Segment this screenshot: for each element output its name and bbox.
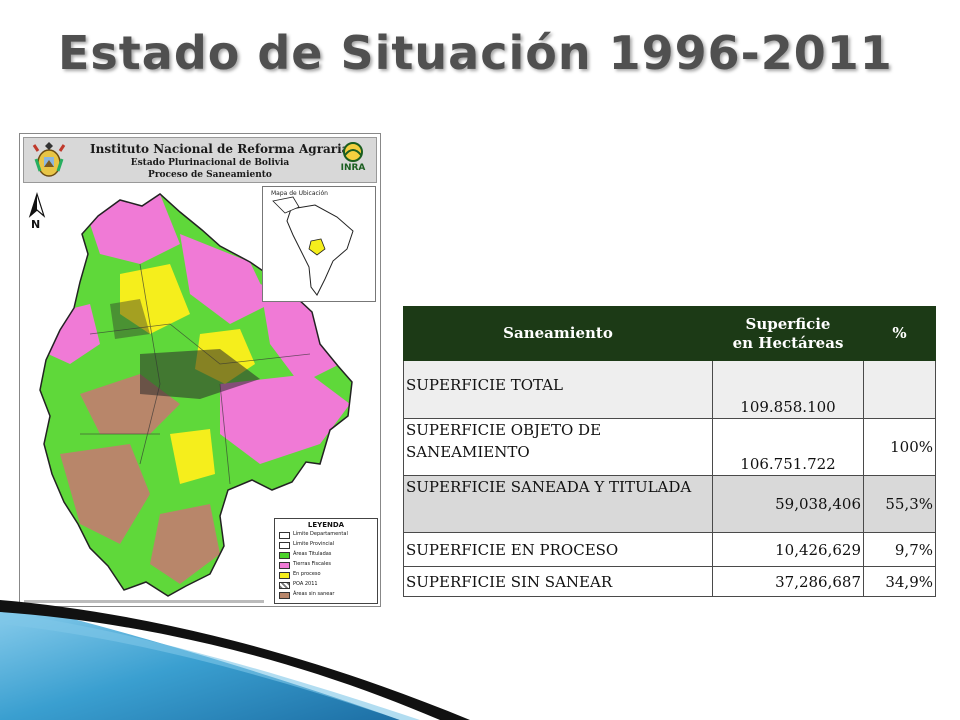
row-label: SUPERFICIE SANEADA Y TITULADA [403,475,713,533]
legend-label: Áreas sin sanear [293,591,335,597]
row-value: 59,038,406 [712,475,864,533]
north-label: N [31,218,41,231]
table-row: SUPERFICIE SIN SANEAR 37,286,687 34,9% [403,566,936,597]
legend-swatch [279,542,290,549]
legend-label: Tierras Fiscales [293,561,332,567]
row-percent [863,360,936,419]
legend-label: Límite Provincial [293,541,335,547]
legend-swatch [279,592,290,599]
row-label: SUPERFICIE SIN SANEAR [403,566,713,597]
coat-of-arms-icon [32,142,66,177]
inra-logo-text: INRA [340,163,366,173]
row-label: SUPERFICIE OBJETO DE SANEAMIENTO [403,418,713,476]
legend-swatch [279,582,290,589]
map-header-line-3: Proceso de Saneamiento [148,170,272,180]
legend-label: Áreas Tituladas [293,551,332,557]
table-row: SUPERFICIE OBJETO DE SANEAMIENTO 106.751… [403,418,936,476]
map-legend: LEYENDA Límite Departamental Límite Prov… [274,518,378,604]
legend-item: Tierras Fiscales [279,561,377,570]
inra-logo: INRA [336,141,370,181]
legend-label: POA 2011 [293,581,318,587]
legend-item: En proceso [279,571,377,580]
legend-title: LEYENDA [307,521,345,529]
row-value: 109.858.100 [712,360,864,419]
map-header-line-1: Instituto Nacional de Reforma Agraria [90,142,350,156]
map-header-line-2: Estado Plurinacional de Bolivia [130,158,290,168]
map-header: Instituto Nacional de Reforma Agraria Es… [23,137,377,183]
north-arrow-icon: N [26,192,48,234]
row-value: 10,426,629 [712,532,864,567]
legend-swatch [279,572,290,579]
legend-swatch [279,532,290,539]
header-saneamiento: Saneamiento [403,306,713,361]
legend-item: Áreas sin sanear [279,591,377,600]
row-percent: 9,7% [863,532,936,567]
row-label: SUPERFICIE TOTAL [403,360,713,419]
table-header-row: Saneamiento Superficie en Hectáreas % [403,306,936,361]
map-footer-credits [24,600,264,603]
decorative-swoosh [0,600,470,720]
legend-item: Límite Provincial [279,541,377,550]
legend-item: POA 2011 [279,581,377,590]
header-superficie-line1: Superficie [745,314,831,333]
row-percent: 55,3% [863,475,936,533]
row-percent: 100% [863,418,936,476]
legend-swatch [279,552,290,559]
header-percent: % [863,306,936,361]
south-america-map-icon [272,196,354,296]
legend-item: Áreas Tituladas [279,551,377,560]
inra-logo-icon [343,142,363,162]
row-label: SUPERFICIE EN PROCESO [403,532,713,567]
location-inset-map: Mapa de Ubicación [262,186,376,302]
legend-item: Límite Departamental [279,531,377,540]
row-value: 37,286,687 [712,566,864,597]
header-superficie: Superficie en Hectáreas [712,306,864,361]
legend-label: Límite Departamental [293,531,348,537]
row-value: 106.751.722 [712,418,864,476]
table-row: SUPERFICIE SANEADA Y TITULADA 59,038,406… [403,475,936,533]
inset-title: Mapa de Ubicación [271,190,328,197]
saneamiento-table: Saneamiento Superficie en Hectáreas % SU… [403,306,936,597]
row-percent: 34,9% [863,566,936,597]
legend-swatch [279,562,290,569]
table-row: SUPERFICIE TOTAL 109.858.100 [403,360,936,419]
table-row: SUPERFICIE EN PROCESO 10,426,629 9,7% [403,532,936,567]
legend-label: En proceso [293,571,321,577]
header-superficie-line2: en Hectáreas [732,333,844,352]
bolivia-map-figure: Instituto Nacional de Reforma Agraria Es… [19,133,381,607]
slide-title: Estado de Situación 1996-2011 [58,26,893,80]
